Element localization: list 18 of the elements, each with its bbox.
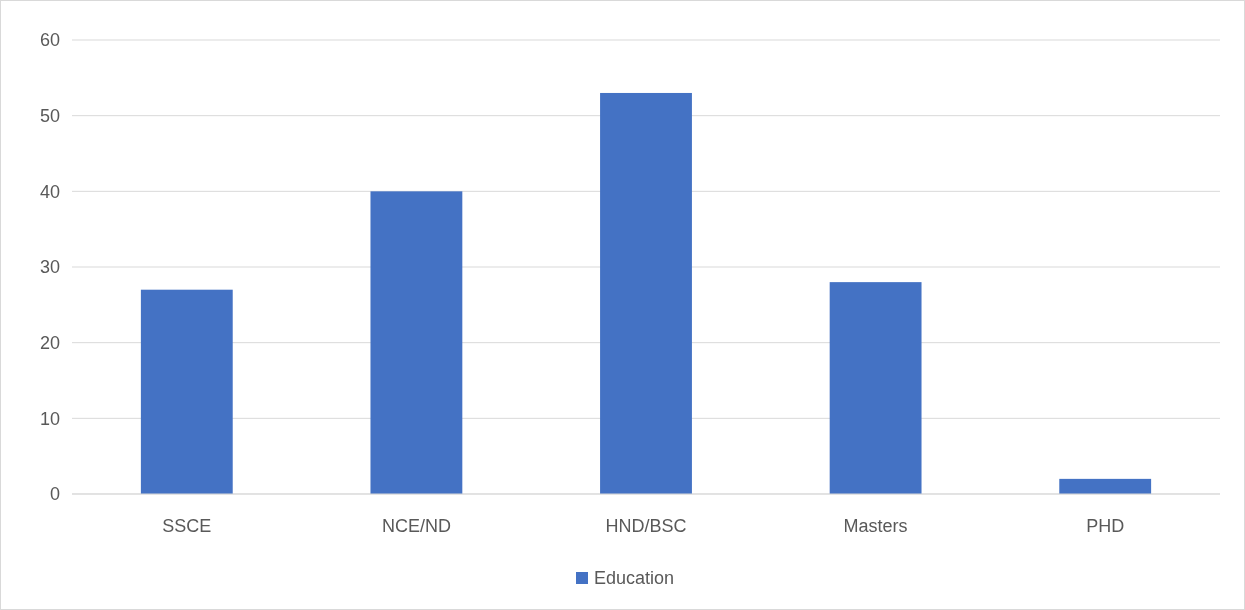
y-tick-label: 40 <box>39 181 60 202</box>
bar <box>1059 478 1152 494</box>
y-tick-label: 30 <box>39 257 60 278</box>
y-tick-label: 60 <box>39 30 60 51</box>
bar <box>829 282 922 494</box>
x-tick-label: HND/BSC <box>605 516 687 536</box>
y-tick-label: 0 <box>49 484 60 505</box>
x-tick-label: Masters <box>843 516 908 536</box>
y-tick-label: 20 <box>39 332 60 353</box>
bar <box>370 191 463 494</box>
x-tick-label: SSCE <box>162 516 212 536</box>
y-tick-label: 10 <box>39 408 60 429</box>
x-tick-label: PHD <box>1086 516 1125 536</box>
legend-label: Education <box>594 568 675 589</box>
y-tick-label: 50 <box>39 105 60 126</box>
x-tick-label: NCE/ND <box>381 516 451 536</box>
bar <box>140 289 233 494</box>
bar <box>600 92 692 494</box>
